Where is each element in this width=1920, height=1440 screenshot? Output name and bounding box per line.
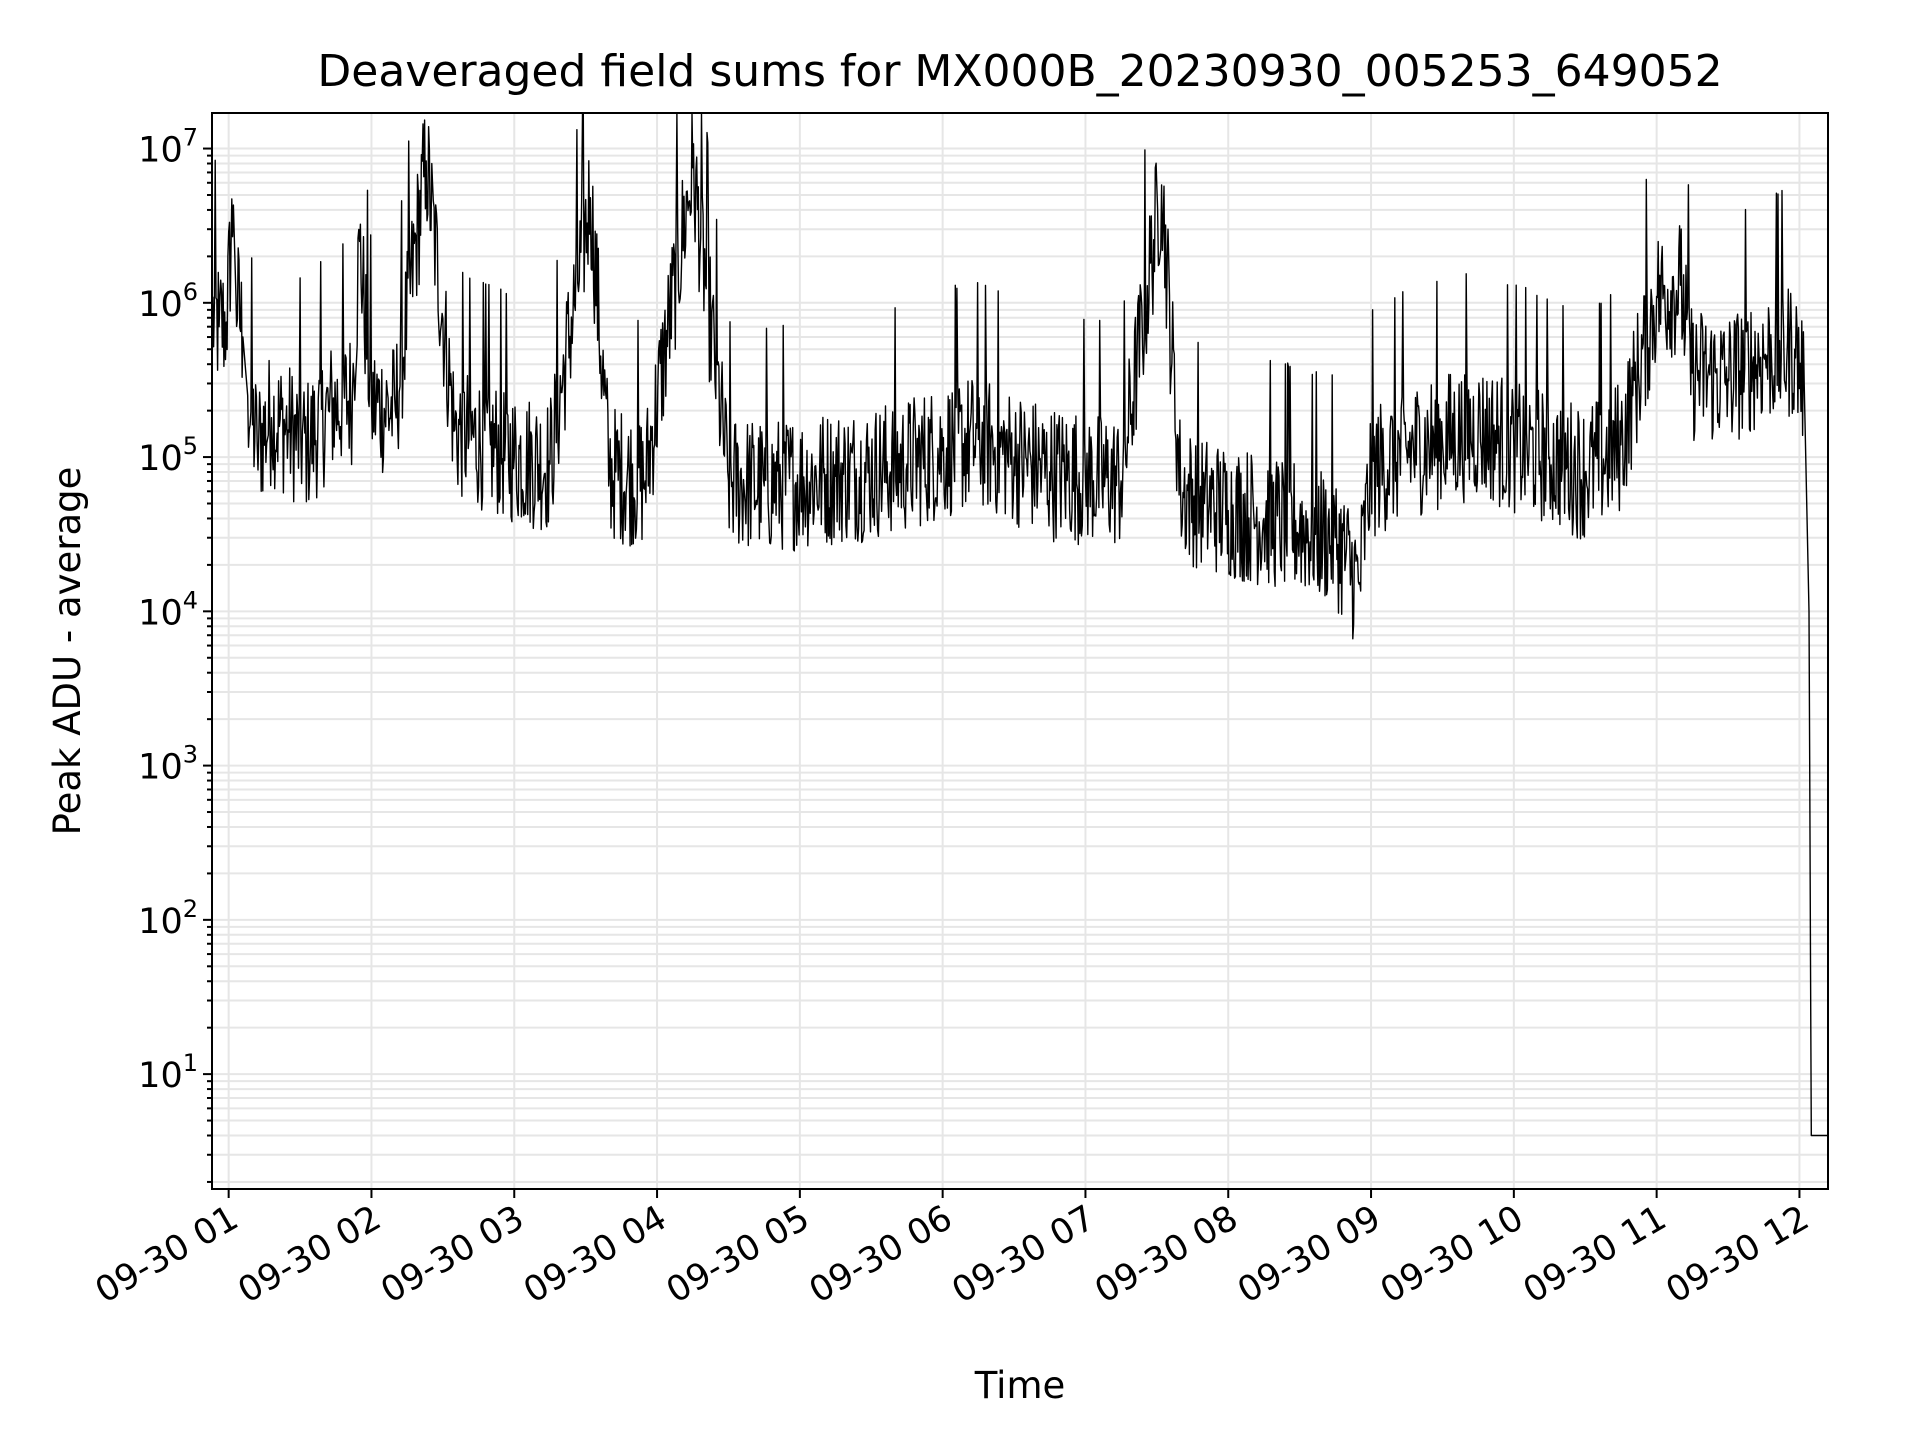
line-layer [211,112,1828,1137]
chart-title: Deaveraged field sums for MX000B_2023093… [317,46,1722,97]
y-tick-label: 106 [138,278,198,325]
y-tick-label: 101 [138,1049,198,1096]
x-axis-label: Time [974,1364,1066,1407]
series-line [211,112,1828,1137]
grid-layer [212,113,1828,1189]
y-tick-label: 107 [138,124,198,171]
plot-frame [211,112,1829,1190]
y-tick-label: 103 [138,741,198,788]
y-tick-label: 105 [138,432,198,479]
y-tick-label: 102 [138,895,198,942]
y-tick-label: 104 [138,586,198,633]
y-axis-label: Peak ADU - average [46,467,89,836]
